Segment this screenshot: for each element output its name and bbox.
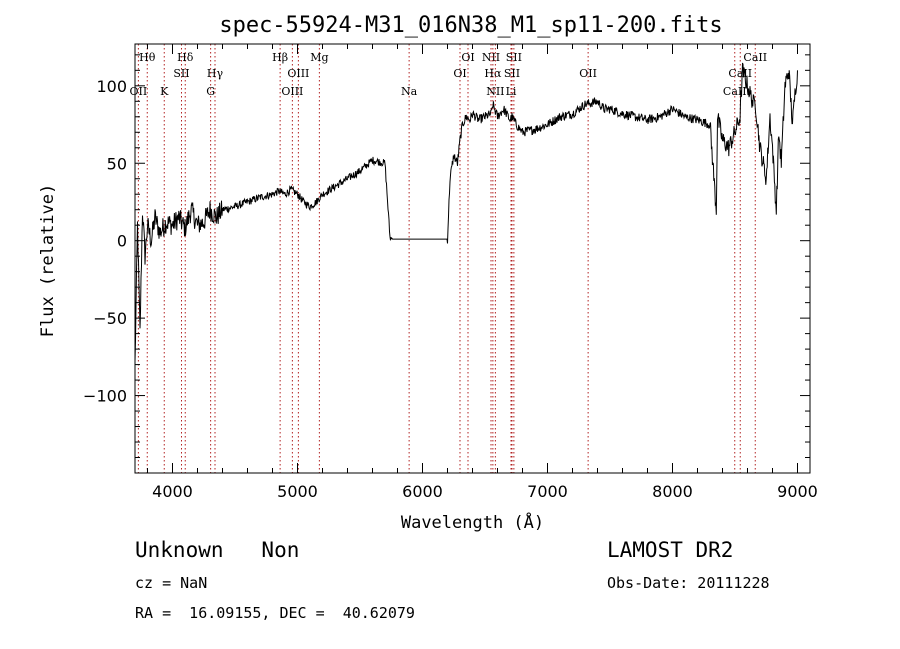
spectral-line-label: Hα <box>484 67 502 80</box>
spectral-line-label: OI <box>461 51 474 64</box>
x-tick-label: 8000 <box>652 482 693 501</box>
y-tick-label: −100 <box>83 387 127 406</box>
x-tick-label: 7000 <box>527 482 568 501</box>
x-axis-label: Wavelength (Å) <box>401 511 544 533</box>
plot-frame <box>134 43 811 474</box>
x-tick-label: 9000 <box>777 482 818 501</box>
spectral-line-label: Hδ <box>177 51 194 64</box>
spectral-line-label: G <box>206 85 215 98</box>
ra-dec-coords: RA = 16.09155, DEC = 40.62079 <box>135 604 415 622</box>
x-tick-label: 4000 <box>152 482 193 501</box>
spectral-line-label: NII <box>482 51 500 64</box>
y-tick-label: 50 <box>107 154 127 173</box>
flux-line <box>134 62 798 362</box>
x-tick-label: 6000 <box>402 482 443 501</box>
y-tick-label: 0 <box>117 232 127 251</box>
spectral-line-label: Hθ <box>139 51 156 64</box>
spectral-line-label: K <box>160 85 169 98</box>
y-axis-label: Flux (relative) <box>38 184 58 338</box>
spectral-line-label: OII <box>579 67 597 80</box>
axis-ticks: 4000 5000 6000 7000 8000 9000 −100 −50 0 50 100 <box>83 44 818 501</box>
spectral-line-label: CaII <box>728 67 752 80</box>
spectral-line-label: Hγ <box>207 67 224 80</box>
spectral-line-label: Na <box>401 85 418 98</box>
redshift-cz: cz = NaN <box>135 574 208 592</box>
y-tick-label: −50 <box>93 309 127 328</box>
spectral-line-label: Hβ <box>272 51 288 64</box>
spectral-line-label: SII <box>504 67 520 80</box>
spectral-line-label: Li <box>506 85 517 98</box>
survey-name: LAMOST DR2 <box>607 538 734 562</box>
spectral-line-label: Mg <box>310 51 328 64</box>
y-tick-label: 100 <box>96 77 127 96</box>
obs-date: Obs-Date: 20111228 <box>607 574 770 592</box>
spectral-line-label: OIII <box>287 67 309 80</box>
spectral-line-label: CaII <box>723 85 747 98</box>
spectral-line-label: CaII <box>743 51 767 64</box>
x-tick-label: 5000 <box>277 482 318 501</box>
flux-series <box>134 62 798 362</box>
spectral-line-label: OIII <box>281 85 303 98</box>
spectral-line-label: OII <box>130 85 148 98</box>
spectral-line-label: SII <box>173 67 189 80</box>
chart-title: spec-55924-M31_016N38_M1_sp11-200.fits <box>219 13 722 38</box>
object-class: Unknown Non <box>135 538 300 562</box>
spectral-line-label: SII <box>506 51 522 64</box>
spectral-line-label: OI <box>453 67 466 80</box>
spectral-line-label: NII <box>486 85 504 98</box>
